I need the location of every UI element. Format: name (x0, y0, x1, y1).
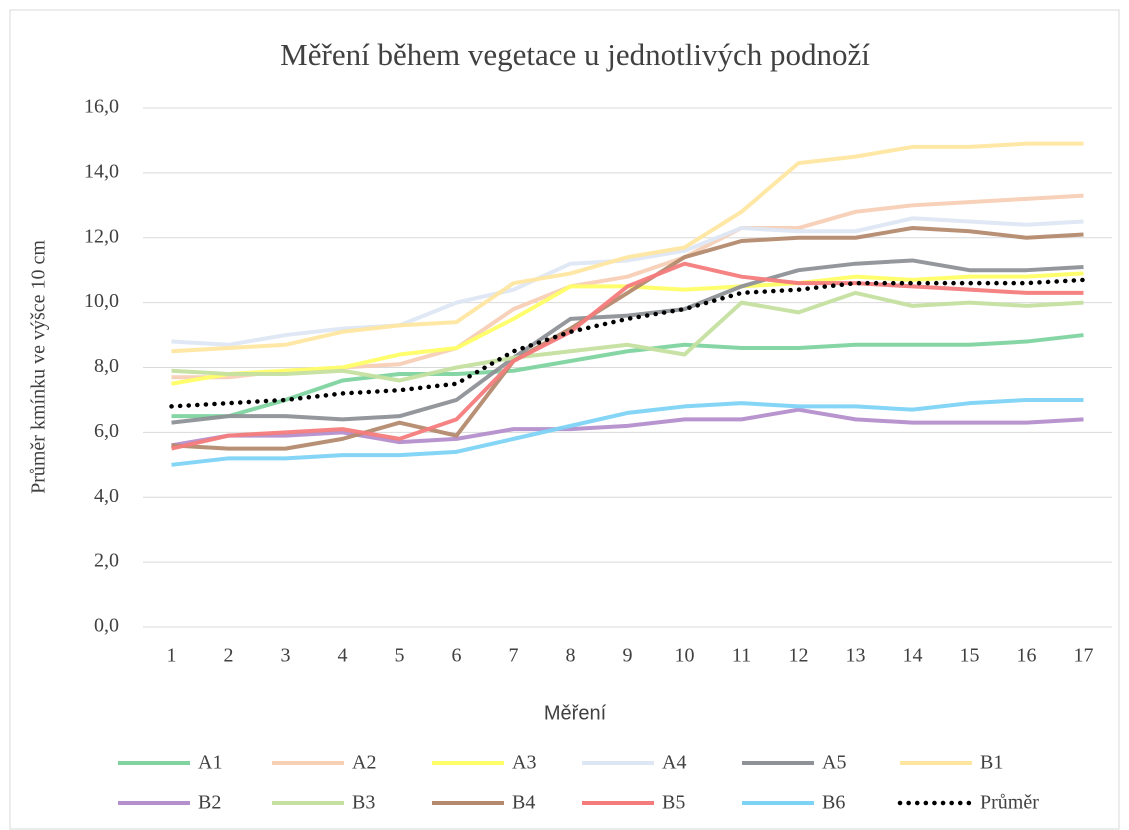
series-line (171, 407, 1084, 448)
y-tick-label: 0,0 (94, 615, 119, 637)
legend-label: A1 (198, 752, 222, 774)
x-tick-label: 5 (395, 645, 405, 667)
y-tick-label: 6,0 (94, 420, 119, 442)
y-tick-label: 8,0 (94, 355, 119, 377)
legend-label: A5 (822, 752, 846, 774)
y-axis-label: Průměr kmínku ve výšce 10 cm (28, 240, 50, 494)
x-tick-label: 4 (338, 645, 348, 667)
legend-label: B5 (662, 792, 685, 814)
series-line (171, 290, 1084, 383)
y-tick-label: 16,0 (84, 96, 119, 118)
series-line (171, 333, 1084, 419)
x-tick-label: 12 (789, 645, 809, 667)
x-tick-label: 17 (1074, 645, 1094, 667)
x-tick-label: 11 (732, 645, 751, 667)
x-tick-label: 9 (623, 645, 633, 667)
legend-label: B4 (512, 792, 535, 814)
series-line (171, 141, 1084, 354)
legend-label: B2 (198, 792, 221, 814)
x-tick-label: 3 (281, 645, 291, 667)
y-tick-label: 10,0 (84, 290, 119, 312)
series-line (171, 261, 1084, 451)
y-tick-label: 14,0 (84, 160, 119, 182)
series-line (171, 258, 1084, 425)
legend-label: B6 (822, 792, 845, 814)
legend-label: Průměr (980, 792, 1039, 814)
x-tick-label: 7 (509, 645, 519, 667)
x-tick-label: 8 (566, 645, 576, 667)
x-tick-label: 16 (1017, 645, 1037, 667)
x-tick-label: 2 (224, 645, 234, 667)
x-tick-label: 6 (452, 645, 462, 667)
y-tick-label: 12,0 (84, 225, 119, 247)
y-tick-label: 4,0 (94, 485, 119, 507)
series-line (171, 216, 1084, 347)
series-line (171, 397, 1084, 467)
x-tick-label: 14 (903, 645, 923, 667)
legend-label: B3 (352, 792, 375, 814)
x-tick-label: 13 (846, 645, 866, 667)
legend-label: A3 (512, 752, 536, 774)
y-tick-label: 2,0 (94, 550, 119, 572)
series-line (171, 226, 1084, 451)
x-axis-label: Měření (544, 702, 607, 724)
legend-label: A4 (662, 752, 686, 774)
x-tick-label: 10 (675, 645, 695, 667)
legend-label: B1 (980, 752, 1003, 774)
x-tick-label: 15 (960, 645, 980, 667)
chart-title: Měření během vegetace u jednotlivých pod… (280, 37, 870, 72)
legend-label: A2 (352, 752, 376, 774)
x-tick-label: 1 (167, 645, 177, 667)
